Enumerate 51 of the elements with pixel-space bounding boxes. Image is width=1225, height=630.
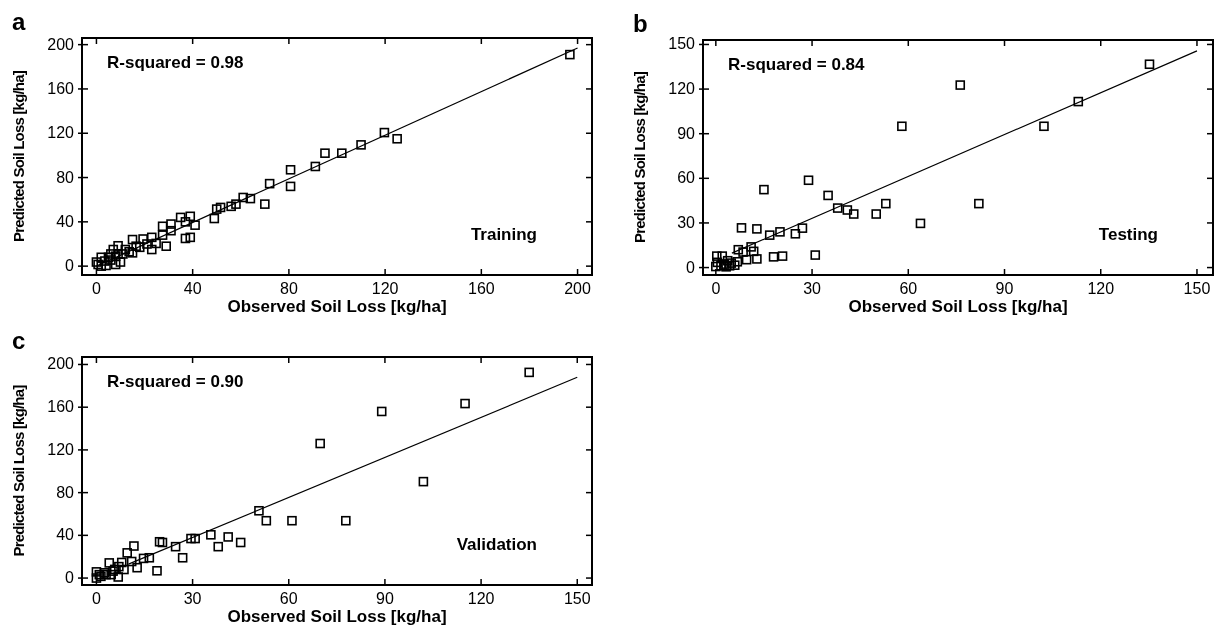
x-tick-label: 60 (899, 280, 918, 297)
y-tick-label: 80 (56, 168, 75, 186)
y-tick-label: 90 (677, 124, 696, 142)
y-tick-label: 0 (65, 257, 75, 275)
y-tick-label: 120 (47, 124, 75, 142)
y-tick-label: 200 (47, 35, 75, 53)
y-axis-title: Predicted Soil Loss [kg/ha] (10, 70, 27, 242)
y-tick-label: 30 (677, 213, 696, 231)
chart-title: a (12, 8, 26, 35)
x-tick-label: 30 (803, 280, 822, 297)
y-tick-label: 160 (47, 79, 75, 97)
x-tick-label: 150 (563, 590, 591, 607)
y-tick-label: 0 (686, 258, 696, 276)
y-tick-label: 40 (56, 526, 75, 544)
y-tick-label: 40 (56, 212, 75, 230)
y-tick-label: 120 (668, 80, 696, 98)
annotation: Testing (1098, 225, 1158, 244)
x-tick-label: 40 (183, 280, 202, 297)
x-tick-label: 150 (1183, 280, 1211, 297)
x-tick-label: 90 (376, 590, 394, 607)
x-axis-title: Observed Soil Loss [kg/ha] (227, 607, 447, 626)
y-tick-label: 60 (677, 169, 696, 187)
annotation: Validation (456, 535, 537, 554)
x-axis-title: Observed Soil Loss [kg/ha] (227, 297, 447, 316)
x-tick-label: 90 (995, 280, 1014, 297)
y-tick-label: 80 (56, 483, 75, 501)
y-tick-label: 150 (668, 35, 696, 53)
x-tick-label: 80 (279, 280, 298, 297)
chart-title: c (12, 327, 26, 354)
x-tick-label: 0 (91, 590, 101, 607)
x-tick-label: 120 (1087, 280, 1115, 297)
x-tick-label: 160 (467, 280, 495, 297)
y-tick-label: 200 (47, 355, 75, 373)
y-tick-label: 120 (47, 440, 75, 458)
x-tick-label: 0 (91, 280, 101, 297)
y-axis-title: Predicted Soil Loss [kg/ha] (10, 384, 27, 557)
x-tick-label: 0 (711, 280, 721, 297)
x-tick-label: 200 (564, 280, 592, 297)
y-axis-title: Predicted Soil Loss [kg/ha] (631, 71, 648, 243)
chart-title: b (633, 10, 648, 37)
y-tick-label: 0 (65, 569, 75, 587)
annotation: R-squared = 0.98 (107, 53, 244, 72)
x-tick-label: 60 (279, 590, 298, 607)
annotation: Training (470, 225, 537, 244)
x-tick-label: 120 (467, 590, 495, 607)
x-tick-label: 120 (371, 280, 399, 297)
annotation: R-squared = 0.84 (728, 55, 866, 74)
x-axis-title: Observed Soil Loss [kg/ha] (848, 297, 1068, 316)
x-tick-label: 30 (183, 590, 202, 607)
annotation: R-squared = 0.90 (107, 372, 244, 391)
y-tick-label: 160 (47, 398, 75, 416)
